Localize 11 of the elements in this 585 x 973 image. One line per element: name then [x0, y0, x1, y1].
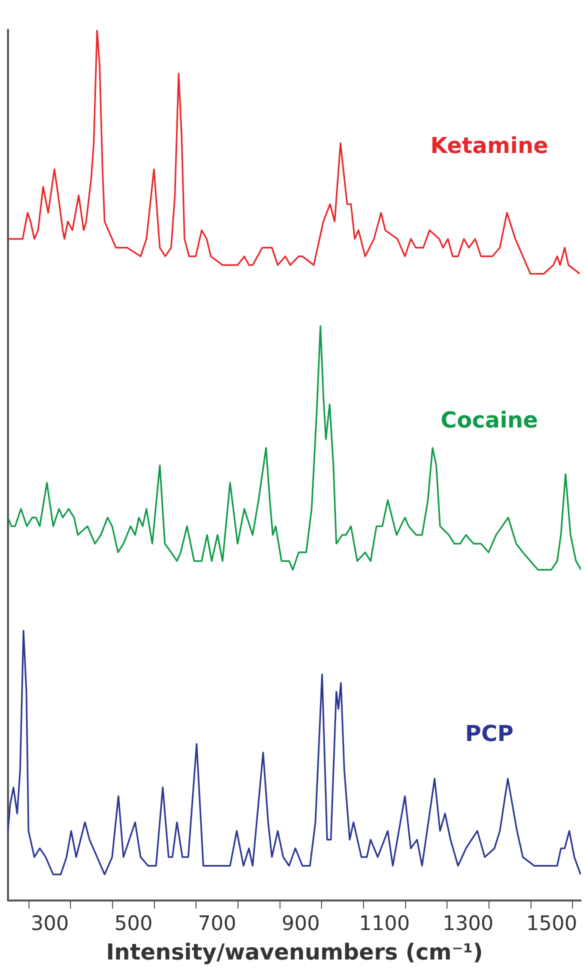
series-label: Cocaine: [440, 408, 538, 434]
series-label: PCP: [465, 722, 514, 747]
x-tick-label: 300: [30, 910, 69, 935]
x-tick-label: 700: [198, 910, 236, 935]
x-tick-label: 1100: [358, 910, 410, 935]
x-tick-label: 1300: [442, 910, 494, 935]
x-tick-label: 1500: [526, 910, 578, 935]
x-tick-label: 500: [114, 910, 153, 935]
x-tick-label: 900: [282, 910, 320, 935]
x-axis-title: Intensity/wavenumbers (cm⁻¹): [106, 940, 483, 966]
text: Ketamine: [430, 134, 548, 160]
